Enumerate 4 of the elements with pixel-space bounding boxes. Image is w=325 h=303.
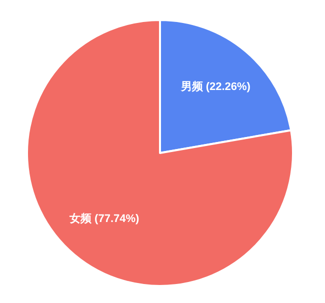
data-label: (22.26%) bbox=[202, 80, 251, 93]
slice-label: 男频 bbox=[180, 80, 204, 93]
data-label: (77.74%) bbox=[92, 213, 140, 226]
slice-label: 女频 bbox=[68, 212, 92, 226]
